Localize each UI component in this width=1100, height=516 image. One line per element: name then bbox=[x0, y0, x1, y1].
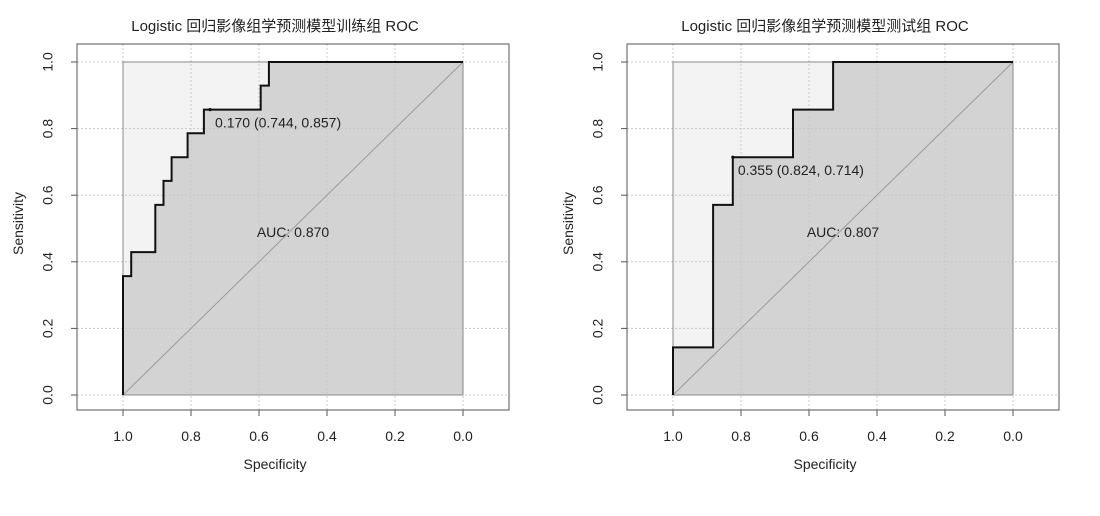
best-threshold-point bbox=[731, 155, 735, 159]
x-tick-label: 0.2 bbox=[385, 428, 405, 444]
y-tick-label: 0.2 bbox=[590, 318, 606, 338]
y-tick-label: 0.6 bbox=[590, 185, 606, 205]
reference-diagonal bbox=[672, 61, 1014, 396]
x-tick-label: 0.8 bbox=[181, 428, 201, 444]
y-tick-label: 1.0 bbox=[40, 52, 56, 72]
y-tick-label: 0.8 bbox=[40, 119, 56, 139]
roc-curve bbox=[122, 61, 463, 395]
y-tick-label: 0.8 bbox=[590, 119, 606, 139]
x-tick-label: 0.6 bbox=[799, 428, 819, 444]
y-tick-label: 0.4 bbox=[40, 252, 56, 272]
chart-title: Logistic 回归影像组学预测模型训练组 ROC bbox=[131, 18, 419, 35]
x-tick-label: 0.4 bbox=[867, 428, 887, 444]
y-tick-label: 0.2 bbox=[40, 318, 56, 338]
best-threshold-label: 0.355 (0.824, 0.714) bbox=[738, 162, 864, 178]
x-tick-label: 0.0 bbox=[453, 428, 473, 444]
x-tick-label: 1.0 bbox=[113, 428, 133, 444]
x-tick-label: 0.0 bbox=[1003, 428, 1023, 444]
y-tick-label: 0.4 bbox=[590, 252, 606, 272]
x-tick-label: 0.8 bbox=[731, 428, 751, 444]
x-tick-label: 1.0 bbox=[663, 428, 683, 444]
x-axis-label: Specificity bbox=[243, 456, 307, 472]
auc-label: AUC: 0.807 bbox=[807, 224, 880, 240]
chart-panel-test: 0.355 (0.824, 0.714) AUC: 0.807 1.0 0.8 0.6 0… bbox=[550, 0, 1100, 516]
y-tick-label: 0.0 bbox=[40, 385, 56, 405]
chart-title: Logistic 回归影像组学预测模型测试组 ROC bbox=[681, 18, 969, 35]
y-tick-label: 0.0 bbox=[590, 385, 606, 405]
y-axis-label: Sensitivity bbox=[10, 191, 26, 255]
plot-border bbox=[76, 43, 510, 411]
x-tick-label: 0.4 bbox=[317, 428, 337, 444]
x-axis-label: Specificity bbox=[793, 456, 857, 472]
x-tick-label: 0.6 bbox=[249, 428, 269, 444]
y-axis-label: Sensitivity bbox=[560, 191, 576, 255]
x-tick-label: 0.2 bbox=[935, 428, 955, 444]
best-threshold-point bbox=[208, 108, 212, 112]
roc-plot-test: 0.355 (0.824, 0.714) AUC: 0.807 1.0 0.8 0.6 0… bbox=[590, 43, 1060, 444]
plot-border bbox=[626, 43, 1060, 411]
chart-panel-training: 0.170 (0.744, 0.857) AUC: 0.870 1.0 0.8 0.6 0… bbox=[10, 18, 510, 472]
roc-plot-training: 0.170 (0.744, 0.857) AUC: 0.870 1.0 0.8 0.6 0… bbox=[40, 43, 510, 444]
auc-label: AUC: 0.870 bbox=[257, 224, 330, 240]
y-tick-label: 1.0 bbox=[590, 52, 606, 72]
reference-diagonal bbox=[122, 61, 464, 396]
y-tick-label: 0.6 bbox=[40, 185, 56, 205]
best-threshold-label: 0.170 (0.744, 0.857) bbox=[215, 115, 341, 131]
